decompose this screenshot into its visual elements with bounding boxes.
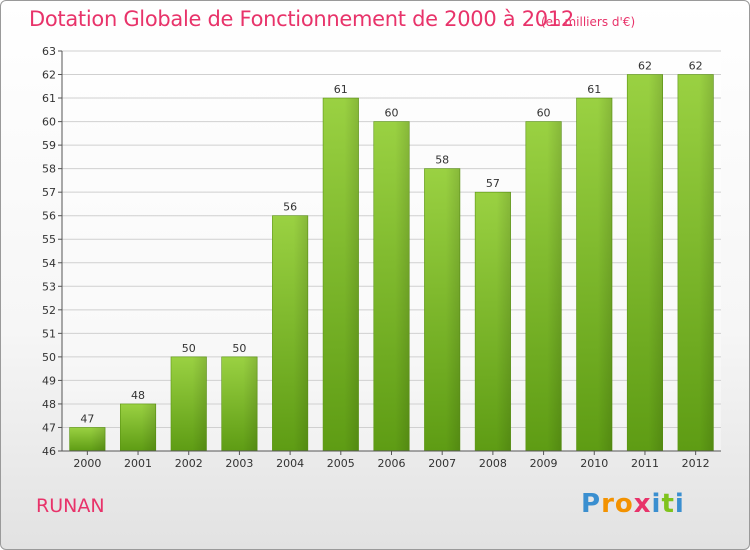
x-tick-label: 2006 [378, 457, 406, 470]
data-label: 48 [131, 389, 145, 402]
bar-shade [395, 121, 410, 452]
logo-letter: P [581, 489, 602, 519]
y-tick-label: 62 [42, 69, 56, 82]
data-label: 58 [435, 154, 449, 167]
y-tick-label: 48 [42, 398, 56, 411]
chart-subtitle: (en milliers d'€) [541, 15, 636, 29]
y-tick-label: 61 [42, 92, 56, 105]
x-tick-label: 2005 [327, 457, 355, 470]
y-tick-label: 53 [42, 280, 56, 293]
y-tick-label: 47 [42, 421, 56, 434]
data-label: 47 [80, 412, 94, 425]
logo-letter: r [601, 489, 615, 519]
data-label: 62 [638, 60, 652, 73]
data-label: 57 [486, 177, 500, 190]
x-tick-label: 2010 [580, 457, 608, 470]
bar-shade [648, 74, 663, 451]
y-tick-label: 49 [42, 374, 56, 387]
y-tick-label: 59 [42, 139, 56, 152]
x-tick-label: 2003 [225, 457, 253, 470]
y-tick-label: 58 [42, 163, 56, 176]
logo-letter: x [633, 489, 652, 519]
y-tick-label: 57 [42, 186, 56, 199]
data-label: 60 [537, 107, 551, 120]
bar-shade [141, 403, 156, 451]
y-tick-label: 52 [42, 304, 56, 317]
data-label: 56 [283, 201, 297, 214]
x-tick-label: 2008 [479, 457, 507, 470]
proxiti-logo: Proxiti [581, 489, 685, 519]
commune-name: RUNAN [36, 495, 105, 517]
bar-shade [242, 356, 258, 451]
y-tick-label: 63 [42, 45, 56, 58]
y-tick-label: 60 [42, 116, 56, 129]
y-tick-label: 54 [42, 257, 56, 270]
bar-shade [445, 168, 460, 451]
logo-letter: i [674, 489, 685, 519]
bar-shade [90, 427, 106, 451]
logo-letter: o [614, 489, 634, 519]
x-tick-label: 2004 [276, 457, 304, 470]
data-label: 50 [182, 342, 196, 355]
x-tick-label: 2007 [428, 457, 456, 470]
data-label: 50 [232, 342, 246, 355]
bar-shade [192, 356, 207, 451]
logo-letter: t [661, 489, 675, 519]
bar-shade [293, 215, 308, 451]
y-tick-label: 55 [42, 233, 56, 246]
chart-title: Dotation Globale de Fonctionnement de 20… [29, 7, 574, 31]
logo-letter: i [651, 489, 662, 519]
x-tick-label: 2001 [124, 457, 152, 470]
y-tick-label: 56 [42, 210, 56, 223]
y-tick-label: 46 [42, 445, 56, 458]
bar-shade [547, 121, 562, 452]
x-tick-label: 2012 [682, 457, 710, 470]
data-label: 61 [334, 83, 348, 96]
bar-shade [344, 98, 359, 451]
y-tick-label: 51 [42, 327, 56, 340]
x-tick-label: 2000 [73, 457, 101, 470]
bar-shade [699, 74, 714, 451]
bar-shade [597, 98, 613, 451]
x-tick-label: 2011 [631, 457, 659, 470]
x-tick-label: 2009 [530, 457, 558, 470]
y-tick-label: 50 [42, 351, 56, 364]
data-label: 61 [587, 83, 601, 96]
x-tick-label: 2002 [175, 457, 203, 470]
bar-shade [496, 192, 511, 452]
data-label: 62 [689, 60, 703, 73]
data-label: 60 [385, 107, 399, 120]
